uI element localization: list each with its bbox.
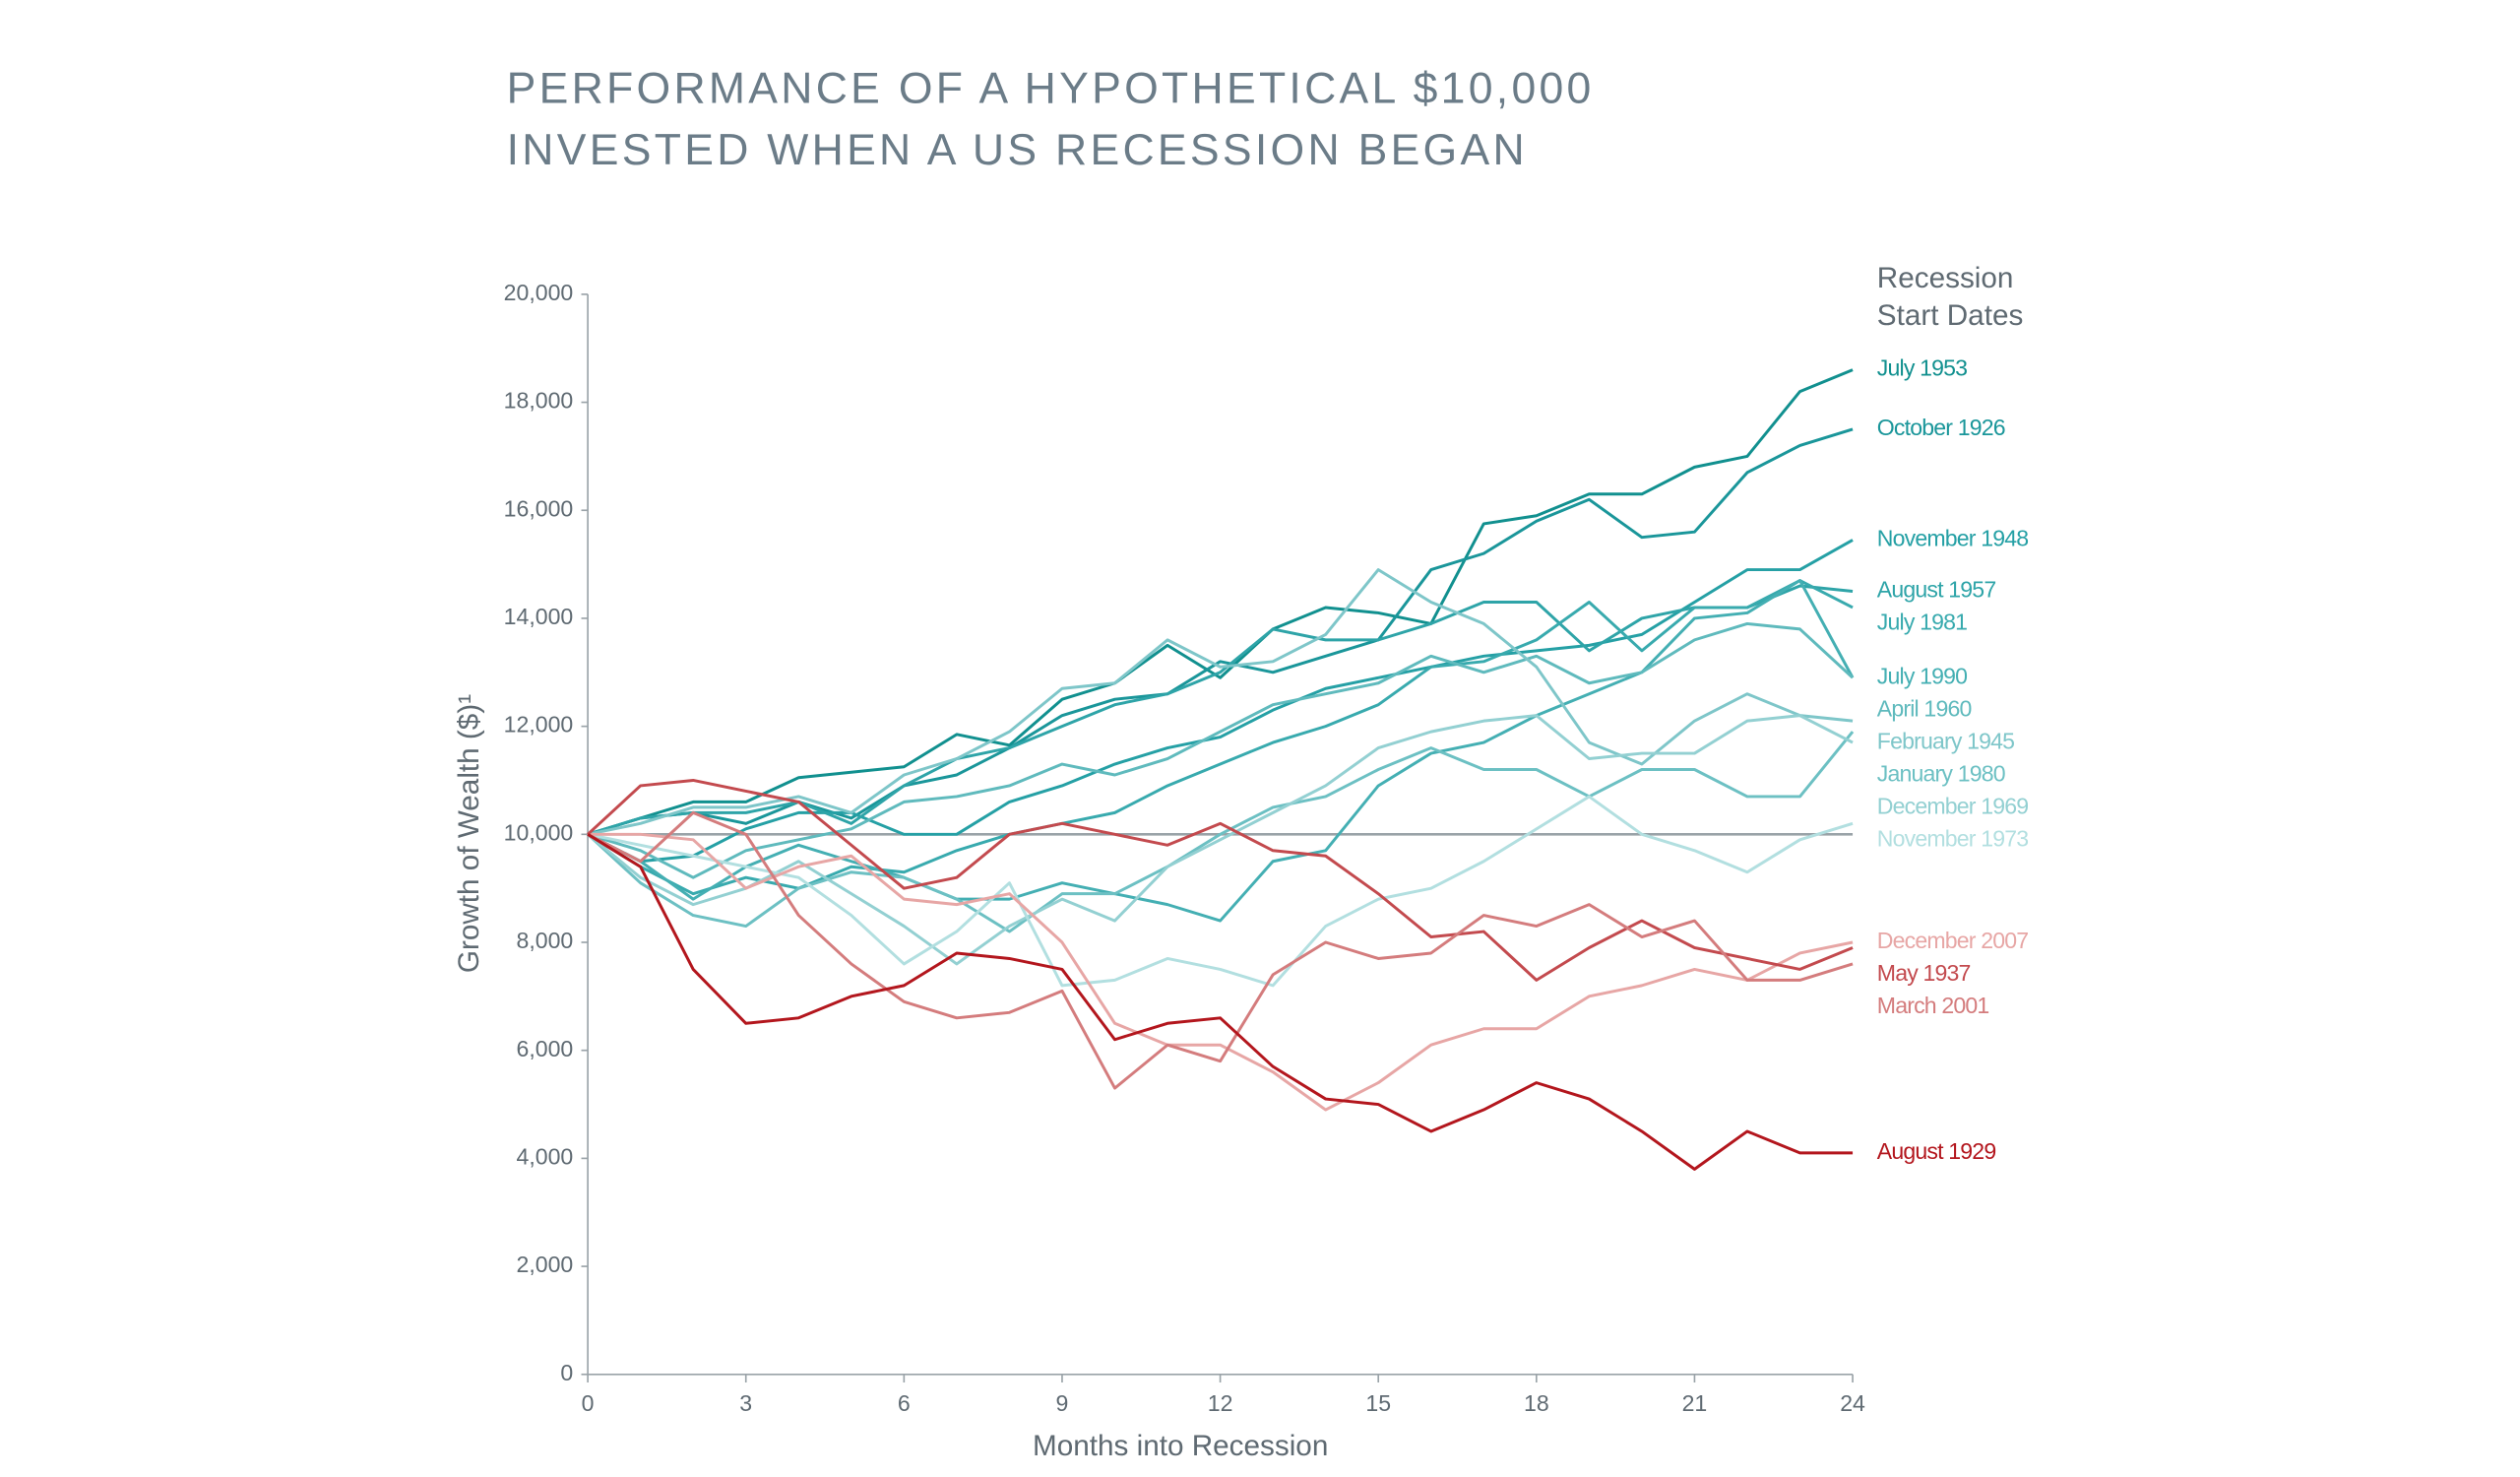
y-tick-label: 10,000 xyxy=(504,819,574,845)
legend-label: November 1973 xyxy=(1877,825,2029,851)
legend-label: March 2001 xyxy=(1877,993,1989,1018)
x-tick-label: 3 xyxy=(739,1390,752,1416)
y-tick-label: 18,000 xyxy=(504,388,574,414)
series-line xyxy=(587,833,1854,1171)
y-tick-label: 2,000 xyxy=(517,1252,574,1277)
series-line xyxy=(587,568,1854,836)
y-tick-label: 16,000 xyxy=(504,495,574,521)
x-tick-label: 15 xyxy=(1365,1390,1391,1416)
legend-label: May 1937 xyxy=(1877,960,1971,986)
series-line xyxy=(587,539,1854,864)
y-axis-label: Growth of Wealth ($)¹ xyxy=(453,694,485,973)
series-line xyxy=(588,832,1854,1112)
y-tick-label: 14,000 xyxy=(504,604,574,629)
x-tick-label: 12 xyxy=(1208,1390,1233,1416)
series-line xyxy=(587,778,1854,982)
legend-label: August 1957 xyxy=(1877,577,1996,603)
legend-title: Recession xyxy=(1877,262,2014,294)
series-line xyxy=(587,731,1855,933)
legend-label: August 1929 xyxy=(1877,1138,1996,1164)
legend-label: July 1990 xyxy=(1877,663,1967,688)
legend-label: December 2007 xyxy=(1877,928,2029,953)
x-tick-label: 0 xyxy=(582,1390,595,1416)
x-tick-label: 24 xyxy=(1840,1390,1865,1416)
chart-title: INVESTED WHEN A US RECESSION BEGAN xyxy=(507,126,1528,174)
series-line xyxy=(587,621,1855,879)
legend-label: November 1948 xyxy=(1877,526,2029,551)
legend-label: February 1945 xyxy=(1877,728,2014,753)
x-tick-label: 18 xyxy=(1524,1390,1549,1416)
x-tick-label: 6 xyxy=(898,1390,911,1416)
y-tick-label: 20,000 xyxy=(504,280,574,305)
y-tick-label: 12,000 xyxy=(504,712,574,738)
legend-label: January 1980 xyxy=(1877,760,2005,786)
series-line xyxy=(587,368,1854,836)
series-line xyxy=(587,714,1854,966)
legend-label: December 1969 xyxy=(1877,793,2029,818)
y-tick-label: 0 xyxy=(560,1360,573,1385)
legend-label: April 1960 xyxy=(1877,695,1972,721)
y-tick-label: 8,000 xyxy=(517,928,574,953)
legend-label: July 1953 xyxy=(1877,355,1967,381)
series-line xyxy=(587,579,1855,923)
series-line xyxy=(587,795,1854,988)
y-tick-label: 6,000 xyxy=(517,1036,574,1061)
x-axis-label: Months into Recession xyxy=(1033,1430,1328,1462)
legend-title: Start Dates xyxy=(1877,299,2024,332)
series-line xyxy=(587,810,1854,1090)
x-tick-label: 9 xyxy=(1056,1390,1069,1416)
legend-label: October 1926 xyxy=(1877,415,2005,440)
y-tick-label: 4,000 xyxy=(517,1143,574,1169)
x-tick-label: 21 xyxy=(1682,1390,1708,1416)
legend-label: July 1981 xyxy=(1877,610,1967,635)
chart-title: PERFORMANCE OF A HYPOTHETICAL $10,000 xyxy=(507,64,1595,112)
